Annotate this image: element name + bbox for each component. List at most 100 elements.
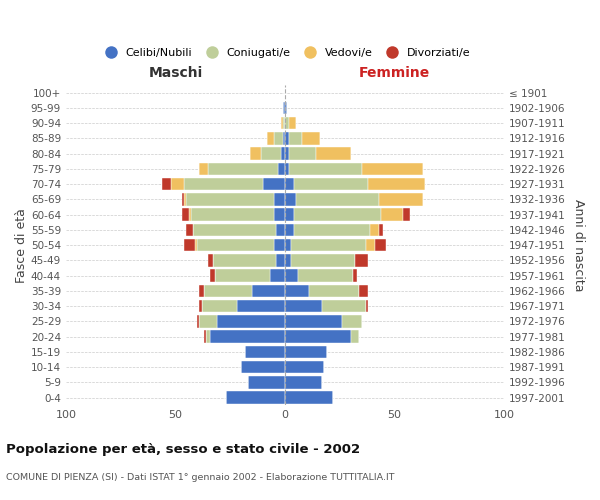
Bar bbox=[182, 208, 188, 221]
Bar bbox=[293, 208, 381, 221]
Bar bbox=[204, 330, 206, 343]
Bar bbox=[283, 117, 285, 130]
Bar bbox=[269, 270, 285, 282]
Bar bbox=[182, 193, 184, 205]
Bar bbox=[206, 330, 211, 343]
Bar bbox=[199, 284, 204, 297]
Bar bbox=[191, 208, 274, 221]
Bar bbox=[215, 270, 269, 282]
Bar bbox=[302, 132, 320, 144]
Legend: Celibi/Nubili, Coniugati/e, Vedovi/e, Divorziati/e: Celibi/Nubili, Coniugati/e, Vedovi/e, Di… bbox=[95, 44, 475, 62]
Bar bbox=[285, 148, 289, 160]
Bar bbox=[285, 284, 309, 297]
Bar bbox=[278, 162, 285, 175]
Bar bbox=[289, 117, 296, 130]
Bar bbox=[285, 193, 296, 205]
Bar bbox=[355, 254, 368, 266]
Bar bbox=[263, 178, 285, 190]
Text: Maschi: Maschi bbox=[148, 66, 203, 80]
Bar bbox=[211, 270, 215, 282]
Bar bbox=[226, 392, 285, 404]
Bar bbox=[283, 102, 285, 114]
Bar bbox=[285, 315, 342, 328]
Bar bbox=[197, 239, 274, 252]
Bar bbox=[296, 193, 379, 205]
Bar bbox=[274, 193, 285, 205]
Bar bbox=[197, 315, 199, 328]
Bar bbox=[274, 239, 285, 252]
Bar bbox=[285, 224, 293, 236]
Bar bbox=[289, 148, 316, 160]
Bar bbox=[359, 284, 368, 297]
Bar bbox=[366, 239, 375, 252]
Bar bbox=[350, 330, 359, 343]
Bar bbox=[274, 208, 285, 221]
Bar bbox=[285, 162, 289, 175]
Y-axis label: Anni di nascita: Anni di nascita bbox=[572, 199, 585, 292]
Bar bbox=[342, 315, 362, 328]
Bar bbox=[379, 224, 383, 236]
Bar bbox=[285, 117, 289, 130]
Bar bbox=[261, 148, 281, 160]
Bar bbox=[298, 270, 353, 282]
Bar bbox=[403, 208, 410, 221]
Bar bbox=[204, 284, 252, 297]
Bar bbox=[188, 208, 191, 221]
Bar bbox=[293, 224, 370, 236]
Bar bbox=[381, 208, 403, 221]
Bar bbox=[274, 132, 283, 144]
Bar bbox=[362, 162, 423, 175]
Bar bbox=[281, 117, 283, 130]
Bar bbox=[199, 315, 217, 328]
Bar bbox=[292, 239, 366, 252]
Bar bbox=[285, 208, 293, 221]
Text: Popolazione per età, sesso e stato civile - 2002: Popolazione per età, sesso e stato civil… bbox=[6, 442, 360, 456]
Bar bbox=[285, 254, 292, 266]
Bar bbox=[316, 148, 350, 160]
Bar bbox=[248, 376, 285, 388]
Bar bbox=[283, 132, 285, 144]
Bar bbox=[208, 162, 278, 175]
Bar bbox=[162, 178, 171, 190]
Bar bbox=[309, 284, 359, 297]
Bar bbox=[199, 300, 202, 312]
Bar bbox=[276, 224, 285, 236]
Bar bbox=[289, 132, 302, 144]
Y-axis label: Fasce di età: Fasce di età bbox=[15, 208, 28, 282]
Bar bbox=[368, 178, 425, 190]
Bar bbox=[285, 178, 293, 190]
Bar bbox=[285, 300, 322, 312]
Bar bbox=[245, 346, 285, 358]
Bar bbox=[202, 300, 237, 312]
Bar bbox=[187, 193, 274, 205]
Bar bbox=[379, 193, 423, 205]
Bar bbox=[276, 254, 285, 266]
Bar bbox=[285, 132, 289, 144]
Bar bbox=[199, 162, 208, 175]
Text: COMUNE DI PIENZA (SI) - Dati ISTAT 1° gennaio 2002 - Elaborazione TUTTITALIA.IT: COMUNE DI PIENZA (SI) - Dati ISTAT 1° ge… bbox=[6, 472, 395, 482]
Bar bbox=[241, 361, 285, 374]
Bar bbox=[171, 178, 184, 190]
Bar bbox=[370, 224, 379, 236]
Bar bbox=[193, 224, 276, 236]
Bar bbox=[237, 300, 285, 312]
Bar bbox=[195, 239, 197, 252]
Bar bbox=[184, 239, 195, 252]
Bar bbox=[289, 162, 362, 175]
Bar bbox=[250, 148, 261, 160]
Bar bbox=[285, 346, 326, 358]
Text: Femmine: Femmine bbox=[359, 66, 430, 80]
Bar bbox=[285, 102, 287, 114]
Bar bbox=[212, 254, 276, 266]
Bar bbox=[281, 148, 285, 160]
Bar bbox=[208, 254, 212, 266]
Bar bbox=[285, 376, 322, 388]
Bar bbox=[211, 330, 285, 343]
Bar bbox=[292, 254, 355, 266]
Bar bbox=[217, 315, 285, 328]
Bar bbox=[353, 270, 357, 282]
Bar bbox=[252, 284, 285, 297]
Bar bbox=[322, 300, 366, 312]
Bar bbox=[285, 361, 325, 374]
Bar bbox=[375, 239, 386, 252]
